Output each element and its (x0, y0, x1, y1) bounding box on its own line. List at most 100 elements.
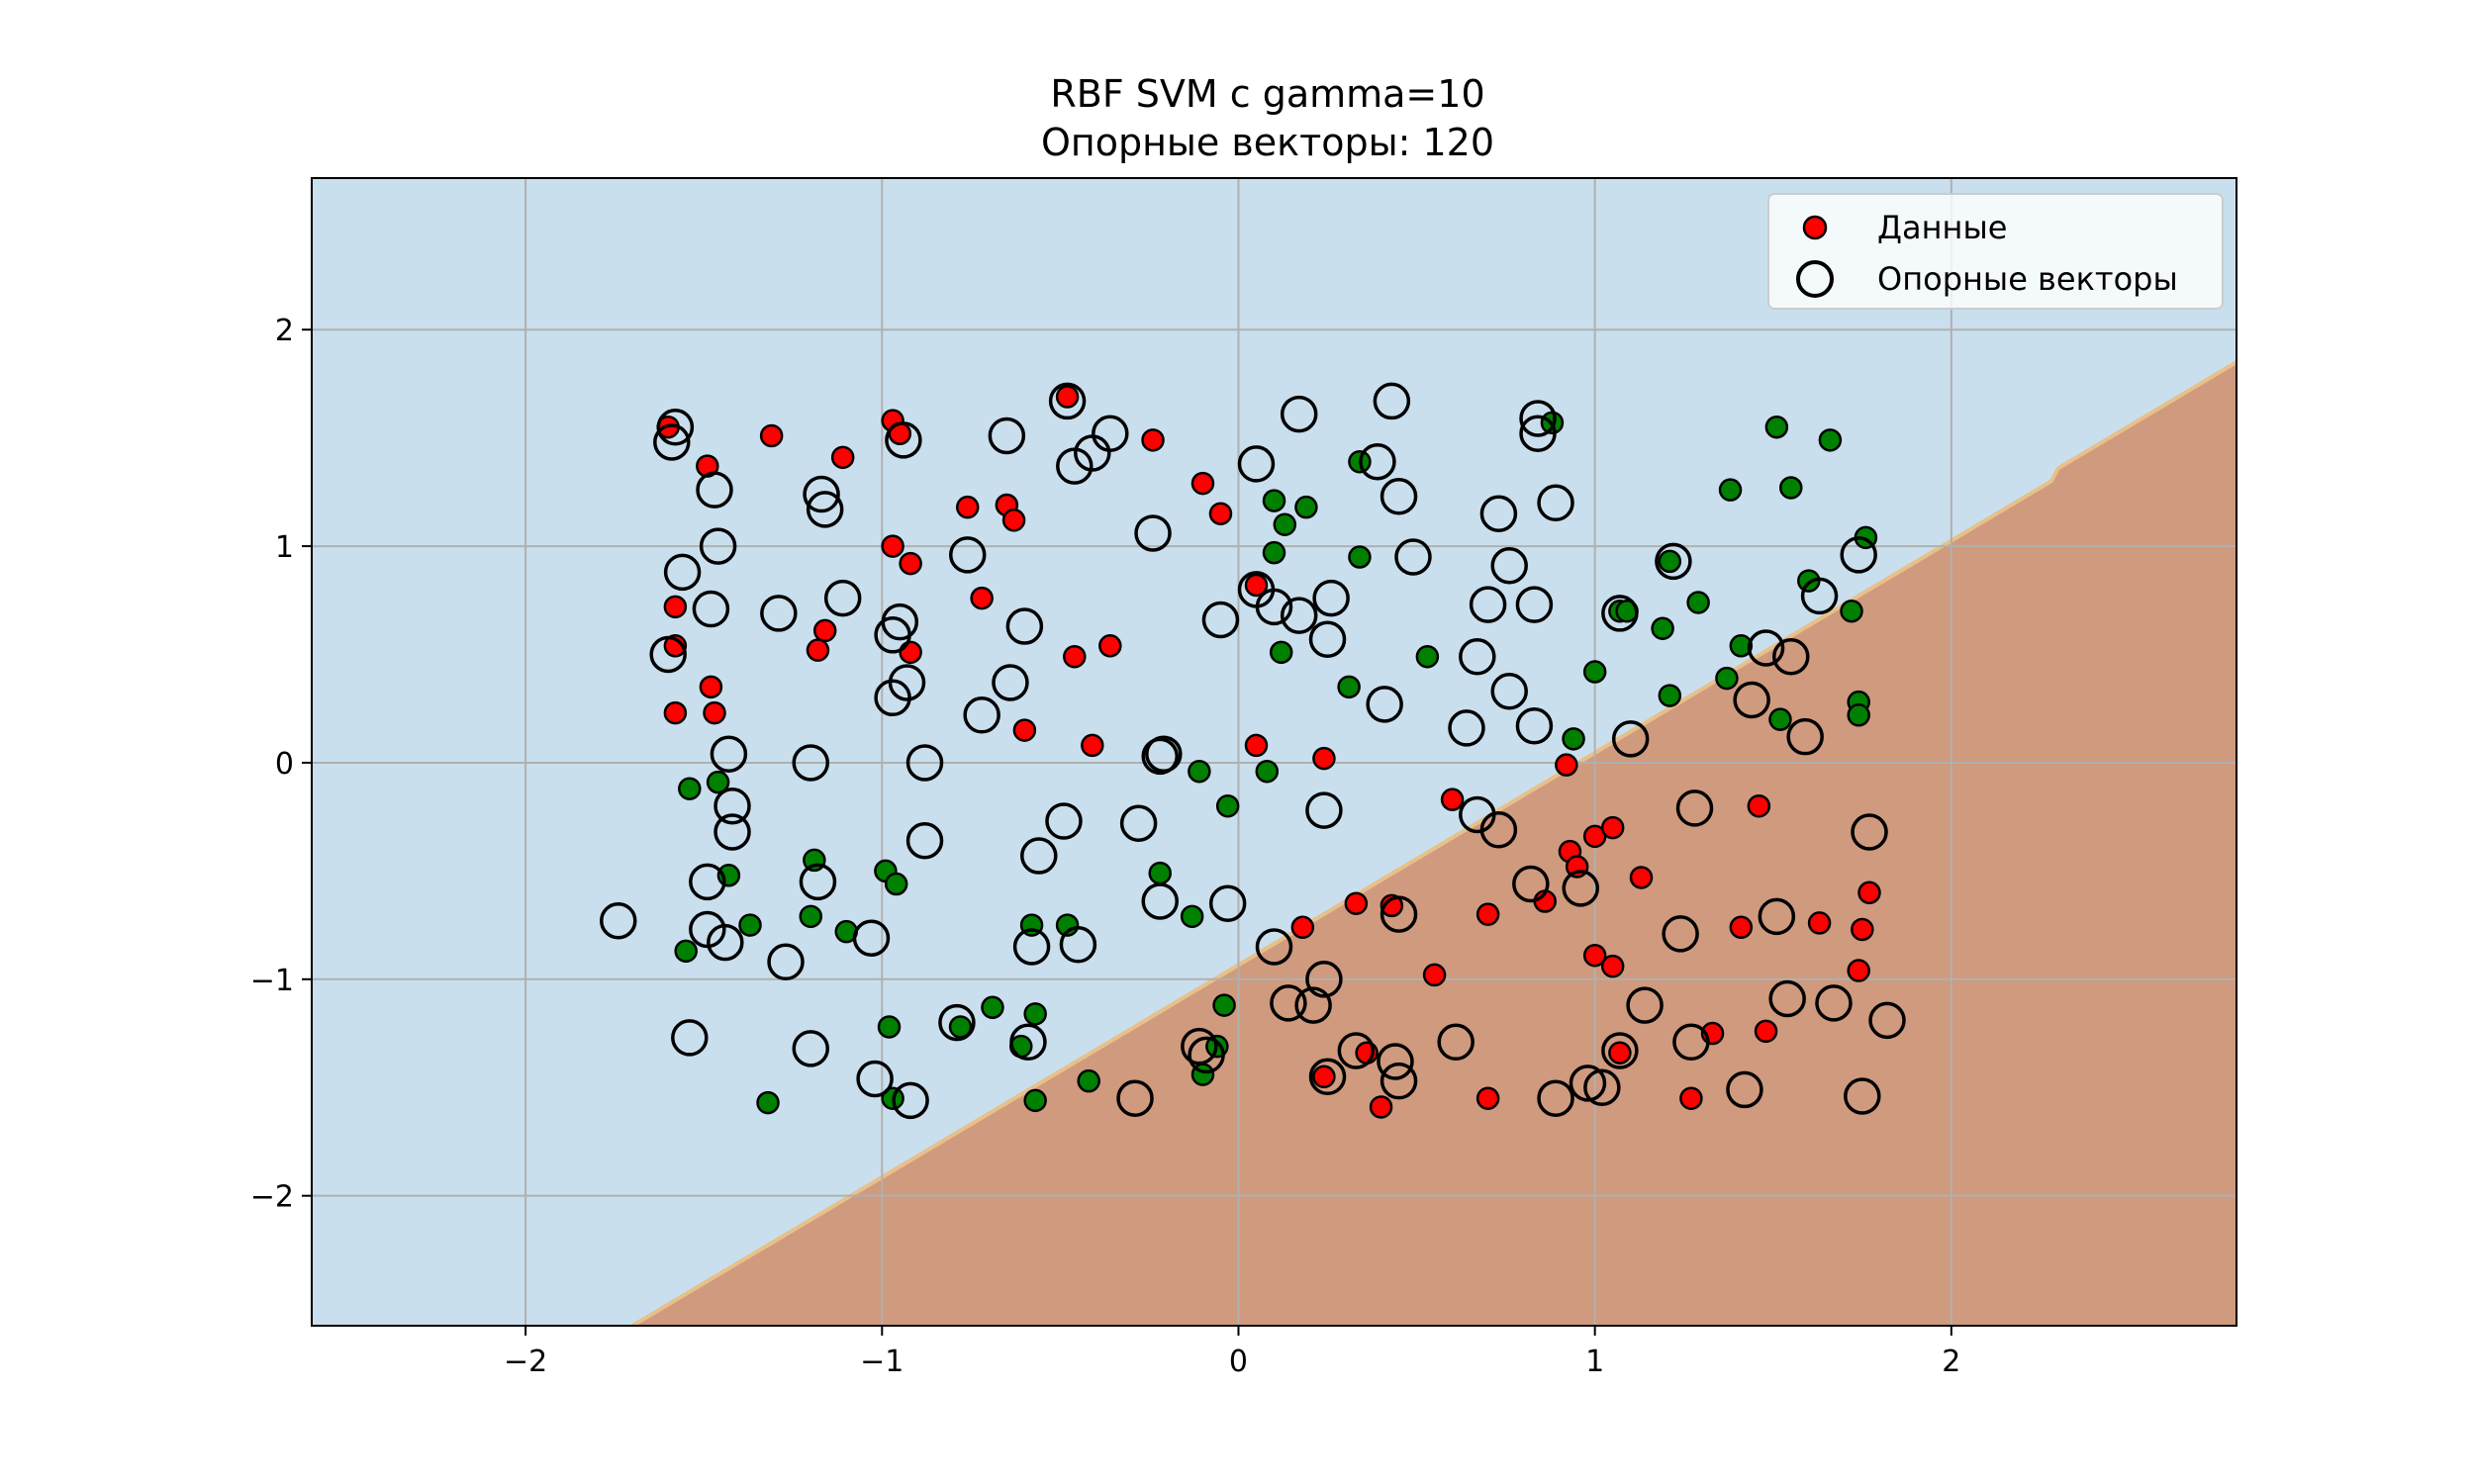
data-point-green (678, 777, 702, 800)
support-vector-marker (1672, 1023, 1710, 1062)
data-point-green (1764, 415, 1789, 439)
support-vector-marker (1359, 442, 1396, 481)
support-vector-marker (792, 1030, 830, 1067)
support-vector-marker (1380, 895, 1418, 933)
support-vector-marker (1519, 400, 1557, 437)
support-vector-marker (707, 923, 744, 962)
support-vector-marker (1134, 514, 1172, 552)
data-point-red (663, 700, 688, 725)
data-point-green (1658, 549, 1682, 574)
y-tick-label: −2 (250, 1180, 294, 1215)
support-vector-marker (1800, 577, 1839, 615)
data-point-green (1847, 703, 1870, 727)
data-point-green (1273, 512, 1297, 536)
data-point-red (1290, 915, 1315, 940)
legend-box (1767, 193, 2224, 310)
support-vector-marker (1280, 597, 1318, 634)
data-point-red (1847, 959, 1870, 982)
support-vector-marker (1394, 538, 1432, 576)
support-vector-marker (1583, 1068, 1621, 1106)
data-point-green (884, 872, 908, 896)
decision-boundary (631, 360, 2236, 1326)
support-vector-marker (1270, 984, 1307, 1022)
chart-title: RBF SVM с gamma=10 (1050, 72, 1484, 116)
legend-marker-data (1802, 215, 1828, 240)
data-point-red (812, 618, 837, 643)
support-vector-marker (1312, 579, 1350, 617)
support-vector-marker (699, 527, 737, 565)
data-point-green (1262, 540, 1286, 565)
support-vector-marker (1305, 791, 1343, 829)
support-vector-marker (710, 735, 748, 773)
support-vector-marker (1059, 926, 1097, 964)
support-vector-marker (1469, 586, 1507, 623)
legend-marker-support-vectors (1796, 260, 1834, 298)
x-axis: −2 −1 0 1 2 (504, 1326, 1960, 1379)
data-point-red (1851, 917, 1874, 942)
x-tick-label: 0 (1229, 1345, 1248, 1379)
support-vector-marker (1537, 484, 1574, 522)
support-vector-marker (1116, 1079, 1154, 1117)
support-vector-marker (803, 475, 840, 513)
data-point-red (1244, 733, 1269, 758)
support-vector-marker (1772, 637, 1810, 676)
data-point-red (1190, 471, 1215, 496)
support-vector-marker (671, 1019, 709, 1057)
support-vector-marker (992, 664, 1029, 701)
data-point-green (1768, 707, 1792, 731)
support-vector-marker (856, 1060, 894, 1098)
support-vector-marker (1786, 717, 1824, 756)
data-point-green (1686, 591, 1710, 614)
support-vector-marker (1366, 686, 1403, 723)
support-vector-marker (1255, 588, 1293, 626)
data-point-green (799, 904, 823, 929)
data-point-red (1081, 733, 1104, 758)
support-vector-marker (799, 863, 837, 901)
data-point-red (1001, 509, 1026, 532)
support-vector-marker (874, 616, 911, 654)
support-vector-marker (1601, 595, 1639, 632)
data-point-red (1312, 746, 1336, 771)
data-point-green (674, 939, 698, 964)
support-vector-marker (1280, 395, 1318, 433)
x-tick-label: −2 (504, 1345, 547, 1379)
data-point-red (1063, 644, 1087, 669)
data-point-green (1255, 759, 1280, 784)
data-point-green (1023, 1002, 1047, 1026)
x-tick-label: 2 (1942, 1345, 1960, 1379)
support-vector-marker (1626, 986, 1664, 1024)
data-point-red (1747, 793, 1771, 818)
support-vector-marker (1490, 672, 1528, 710)
support-vector-marker (1373, 382, 1411, 420)
support-vector-marker (1201, 601, 1240, 639)
support-vector-marker (1141, 882, 1179, 920)
data-point-green (756, 1090, 780, 1115)
data-point-red (970, 586, 994, 610)
support-vector-marker (1337, 1032, 1376, 1069)
support-vector-marker (656, 408, 695, 446)
support-vector-marker (714, 787, 751, 825)
support-vector-marker (1611, 720, 1650, 758)
support-vector-marker (1181, 1027, 1218, 1066)
support-vector-marker (1048, 382, 1087, 420)
data-point-red (1369, 1095, 1393, 1119)
data-point-green (738, 913, 762, 937)
data-point-red (899, 551, 922, 576)
data-point-red (1729, 915, 1754, 940)
support-vector-marker (905, 744, 944, 782)
data-point-green (1148, 861, 1172, 885)
support-vector-marker (767, 943, 805, 981)
support-vector-marker (1308, 1058, 1347, 1096)
data-point-green (877, 1015, 902, 1039)
support-vector-marker (1009, 1023, 1047, 1062)
legend-label-data: Данные (1877, 209, 2007, 246)
data-point-green (1729, 634, 1754, 658)
support-vector-marker (1305, 961, 1343, 998)
support-vector-marker (1601, 1032, 1639, 1069)
y-tick-label: 2 (275, 314, 294, 348)
data-point-green (1658, 684, 1682, 707)
support-vector-marker (1479, 495, 1518, 532)
decision-region-lower (632, 362, 2236, 1326)
support-vector-marker (1675, 789, 1714, 827)
data-point-green (1337, 675, 1361, 699)
